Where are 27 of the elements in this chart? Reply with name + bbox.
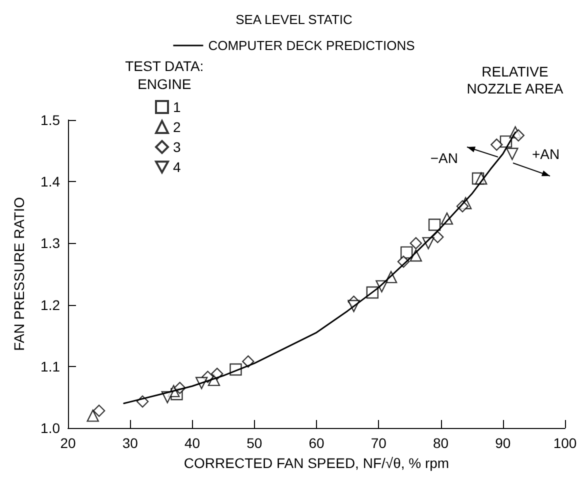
x-tick-label: 70 <box>370 435 387 451</box>
x-tick-label: 60 <box>308 435 324 451</box>
y-tick-label: 1.3 <box>40 235 60 252</box>
text: RELATIVE NOZZLE AREA <box>466 64 564 96</box>
y-tick-label: 1.0 <box>40 420 60 436</box>
legend-label: 4 <box>173 159 181 175</box>
x-tick-label: 30 <box>122 435 138 451</box>
y-tick-label: 1.5 <box>40 112 60 128</box>
legend-label: 2 <box>173 119 181 135</box>
legend-label: 3 <box>173 139 181 155</box>
annotation: −AN <box>430 150 458 166</box>
chart-title: SEA LEVEL STATIC <box>236 12 352 27</box>
legend-label: 1 <box>173 99 181 115</box>
y-axis-title: FAN PRESSURE RATIO <box>11 197 27 351</box>
x-tick-label: 80 <box>432 435 449 451</box>
legend-title: TEST DATA: ENGINE <box>125 58 204 92</box>
x-tick-label: 100 <box>553 435 577 451</box>
y-tick-label: 1.2 <box>40 296 60 313</box>
x-axis-title: CORRECTED FAN SPEED, NF/√θ, % rpm <box>184 455 450 471</box>
annotation: +AN <box>532 146 560 162</box>
x-tick-label: 40 <box>184 435 200 451</box>
x-tick-label: 90 <box>495 435 511 451</box>
legend-label: COMPUTER DECK PREDICTIONS <box>208 38 416 53</box>
y-tick-label: 1.4 <box>40 174 60 190</box>
x-tick-label: 20 <box>60 435 76 451</box>
x-tick-label: 50 <box>246 435 262 451</box>
y-tick-label: 1.1 <box>40 358 60 374</box>
